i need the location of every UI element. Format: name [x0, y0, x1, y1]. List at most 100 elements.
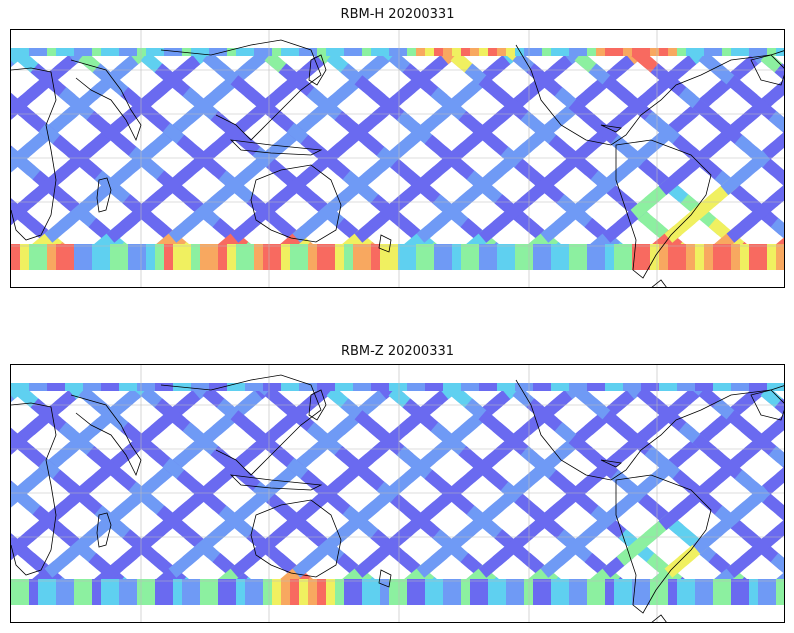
south-band-cell — [569, 244, 579, 270]
north-band-cell — [506, 48, 516, 56]
orbit-swath-segment — [458, 48, 468, 53]
coastline-path — [600, 124, 622, 133]
south-band-cell — [56, 579, 66, 605]
south-band-cell — [605, 579, 615, 605]
north-band-cell — [686, 48, 696, 56]
north-band-cell — [74, 48, 84, 56]
south-band-cell — [659, 244, 669, 270]
north-band-cell — [299, 383, 309, 391]
north-band-cell — [56, 383, 66, 391]
south-band-cell — [767, 579, 777, 605]
north-band-cell — [191, 48, 201, 56]
north-band-cell — [479, 48, 489, 56]
south-band-cell — [317, 244, 327, 270]
north-band-cell — [587, 383, 597, 391]
south-band-cell — [686, 244, 696, 270]
orbit-swath-segment — [43, 30, 57, 32]
south-band-cell — [110, 244, 120, 270]
south-band-cell — [281, 579, 291, 605]
south-band-cell — [704, 579, 714, 605]
south-band-cell — [29, 579, 39, 605]
south-band-cell — [398, 244, 408, 270]
south-band-cell — [200, 244, 210, 270]
north-band-cell — [245, 48, 255, 56]
coastline-path — [308, 389, 327, 421]
coastline-path — [615, 474, 712, 614]
south-band-cell — [272, 244, 282, 270]
z-graticule — [11, 365, 784, 622]
coastline-path — [160, 39, 322, 141]
coastline-path — [378, 569, 392, 588]
south-band-cell — [38, 244, 48, 270]
south-band-cell — [290, 244, 300, 270]
north-band-cell — [200, 48, 210, 56]
map-panel-rbm-z — [10, 364, 785, 623]
north-band-cell — [281, 383, 291, 391]
north-band-cell — [119, 383, 129, 391]
z-swath-layer — [11, 365, 784, 623]
orbit-swath-segment — [272, 265, 282, 270]
south-band-cell — [506, 244, 516, 270]
north-band-cell — [668, 383, 678, 391]
north-band-cell — [470, 383, 480, 391]
south-band-cell — [551, 244, 561, 270]
south-band-cell — [155, 579, 165, 605]
south-band-cell — [164, 579, 174, 605]
north-band-cell — [308, 383, 318, 391]
north-band-cell — [335, 48, 345, 56]
north-band-cell — [272, 383, 282, 391]
orbit-swath-segment — [353, 621, 367, 623]
orbit-swath-segment — [601, 621, 615, 623]
north-band-cell — [299, 48, 309, 56]
north-band-cell — [416, 48, 426, 56]
south-band-cell — [245, 579, 255, 605]
north-band-cell — [128, 383, 138, 391]
south-band-cell — [542, 579, 552, 605]
north-band-cell — [398, 383, 408, 391]
south-band-cell — [722, 244, 732, 270]
south-band-cell — [11, 244, 21, 270]
north-band-cell — [110, 383, 120, 391]
panel-title-rbm-z: RBM-Z 20200331 — [340, 344, 455, 359]
orbit-swath-segment — [167, 30, 181, 32]
orbit-swath-segment — [334, 265, 344, 270]
orbit-swath-segment — [105, 30, 119, 32]
south-band-cell — [596, 579, 606, 605]
orbit-swath-segment — [520, 600, 530, 605]
north-band-cell — [677, 383, 687, 391]
north-band-cell — [749, 383, 759, 391]
south-band-cell — [380, 244, 390, 270]
north-band-cell — [11, 48, 21, 56]
south-band-cell — [434, 244, 444, 270]
south-band-cell — [695, 244, 705, 270]
orbit-swath-segment — [353, 30, 367, 32]
orbit-swath-segment — [663, 365, 677, 367]
orbit-swath-segment — [539, 286, 553, 288]
north-band-cell — [497, 383, 507, 391]
north-band-cell — [119, 48, 129, 56]
orbit-swath-segment — [396, 265, 406, 270]
north-band-cell — [407, 383, 417, 391]
north-band-cell — [650, 48, 660, 56]
south-band-cell — [398, 579, 408, 605]
coastline-path — [96, 512, 112, 548]
south-band-cell — [497, 244, 507, 270]
orbit-swath-segment — [768, 519, 784, 543]
south-band-cell — [632, 244, 642, 270]
north-band-cell — [389, 383, 399, 391]
north-band-cell — [533, 48, 543, 56]
rbm-z-map-svg — [11, 365, 784, 623]
coastline-path — [515, 379, 784, 481]
south-band-cell — [236, 244, 246, 270]
orbit-swath-segment — [148, 600, 158, 605]
north-band-cell — [461, 48, 471, 56]
south-band-cell — [74, 579, 84, 605]
south-band-cell — [389, 244, 399, 270]
north-band-cell — [164, 383, 174, 391]
north-band-cell — [614, 48, 624, 56]
orbit-swath-segment — [725, 365, 739, 367]
north-band-cell — [605, 383, 615, 391]
south-band-cell — [722, 579, 732, 605]
north-band-cell — [371, 383, 381, 391]
orbit-swath-segment — [105, 286, 119, 288]
